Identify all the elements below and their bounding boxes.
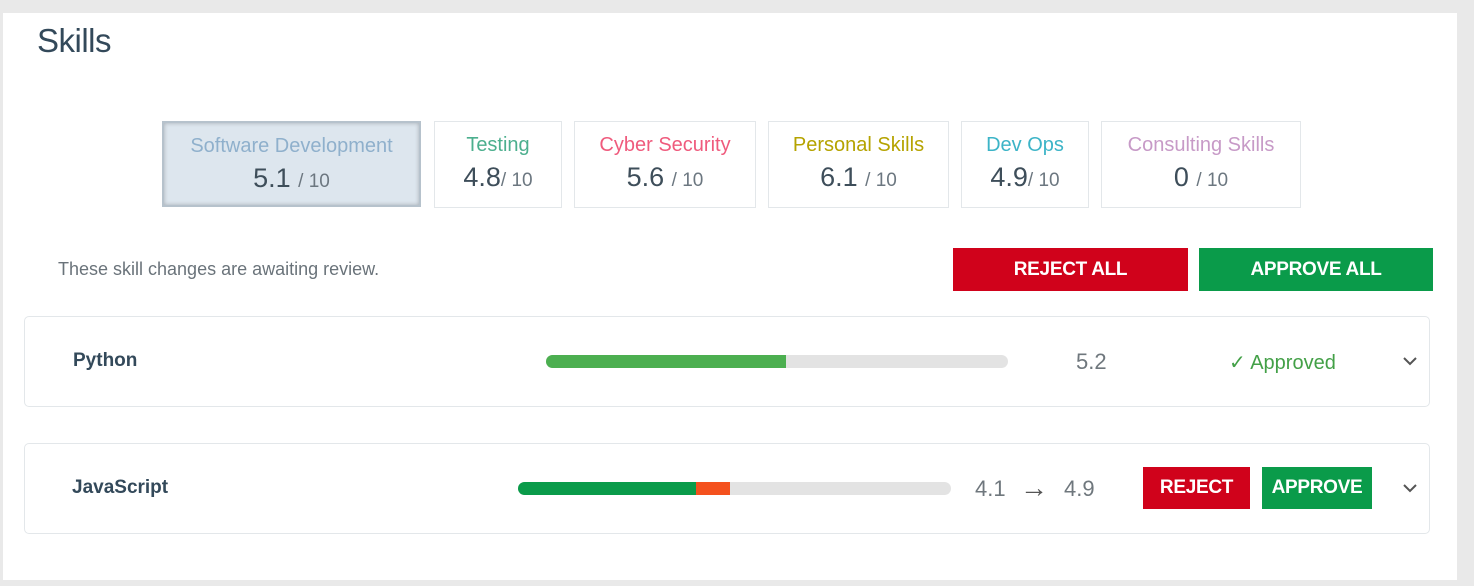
- approve-button[interactable]: APPROVE: [1262, 467, 1372, 509]
- category-score: 4.9/ 10: [990, 162, 1060, 192]
- skill-level-change: [695, 482, 731, 495]
- skill-value: 5.2: [1076, 349, 1107, 374]
- skill-level-fill: [518, 482, 696, 495]
- skill-value-from: 4.1: [975, 476, 1006, 501]
- category-tab-cyber-security[interactable]: Cyber Security 5.6 / 10: [574, 121, 756, 208]
- reject-all-button[interactable]: REJECT ALL: [953, 248, 1188, 291]
- reject-button[interactable]: REJECT: [1143, 467, 1250, 509]
- skill-level-fill: [546, 355, 787, 368]
- skill-level-bar: [518, 482, 951, 495]
- category-tab-testing[interactable]: Testing 4.8/ 10: [434, 121, 562, 208]
- category-score: 5.1 / 10: [253, 163, 330, 193]
- category-score: 0 / 10: [1173, 162, 1229, 192]
- skill-name: Python: [73, 350, 138, 371]
- skill-level-bar: [546, 355, 1008, 368]
- category-score: 5.6 / 10: [626, 162, 704, 192]
- category-name: Dev Ops: [986, 134, 1064, 156]
- category-score: 4.8/ 10: [463, 162, 533, 192]
- category-tab-dev-ops[interactable]: Dev Ops 4.9/ 10: [961, 121, 1089, 208]
- category-name: Consulting Skills: [1127, 134, 1275, 156]
- status-approved: ✓ Approved: [1229, 352, 1336, 374]
- category-tab-consulting-skills[interactable]: Consulting Skills 0 / 10: [1101, 121, 1301, 208]
- check-icon: ✓: [1229, 352, 1246, 374]
- chevron-down-icon[interactable]: [1401, 479, 1419, 497]
- page-title: Skills: [37, 22, 112, 59]
- review-message: These skill changes are awaiting review.: [58, 259, 380, 279]
- chevron-down-icon[interactable]: [1401, 352, 1419, 370]
- category-score: 6.1 / 10: [820, 162, 897, 192]
- category-name: Personal Skills: [792, 134, 925, 156]
- skill-name: JavaScript: [72, 477, 169, 498]
- category-name: Testing: [466, 134, 530, 156]
- category-tab-software-development[interactable]: Software Development 5.1 / 10: [162, 121, 421, 207]
- category-name: Cyber Security: [599, 134, 731, 156]
- arrow-right-icon: →: [1020, 472, 1048, 503]
- approve-all-button[interactable]: APPROVE ALL: [1199, 248, 1433, 291]
- category-name: Software Development: [190, 135, 393, 157]
- category-tab-personal-skills[interactable]: Personal Skills 6.1 / 10: [768, 121, 949, 208]
- skill-value-to: 4.9: [1064, 476, 1095, 501]
